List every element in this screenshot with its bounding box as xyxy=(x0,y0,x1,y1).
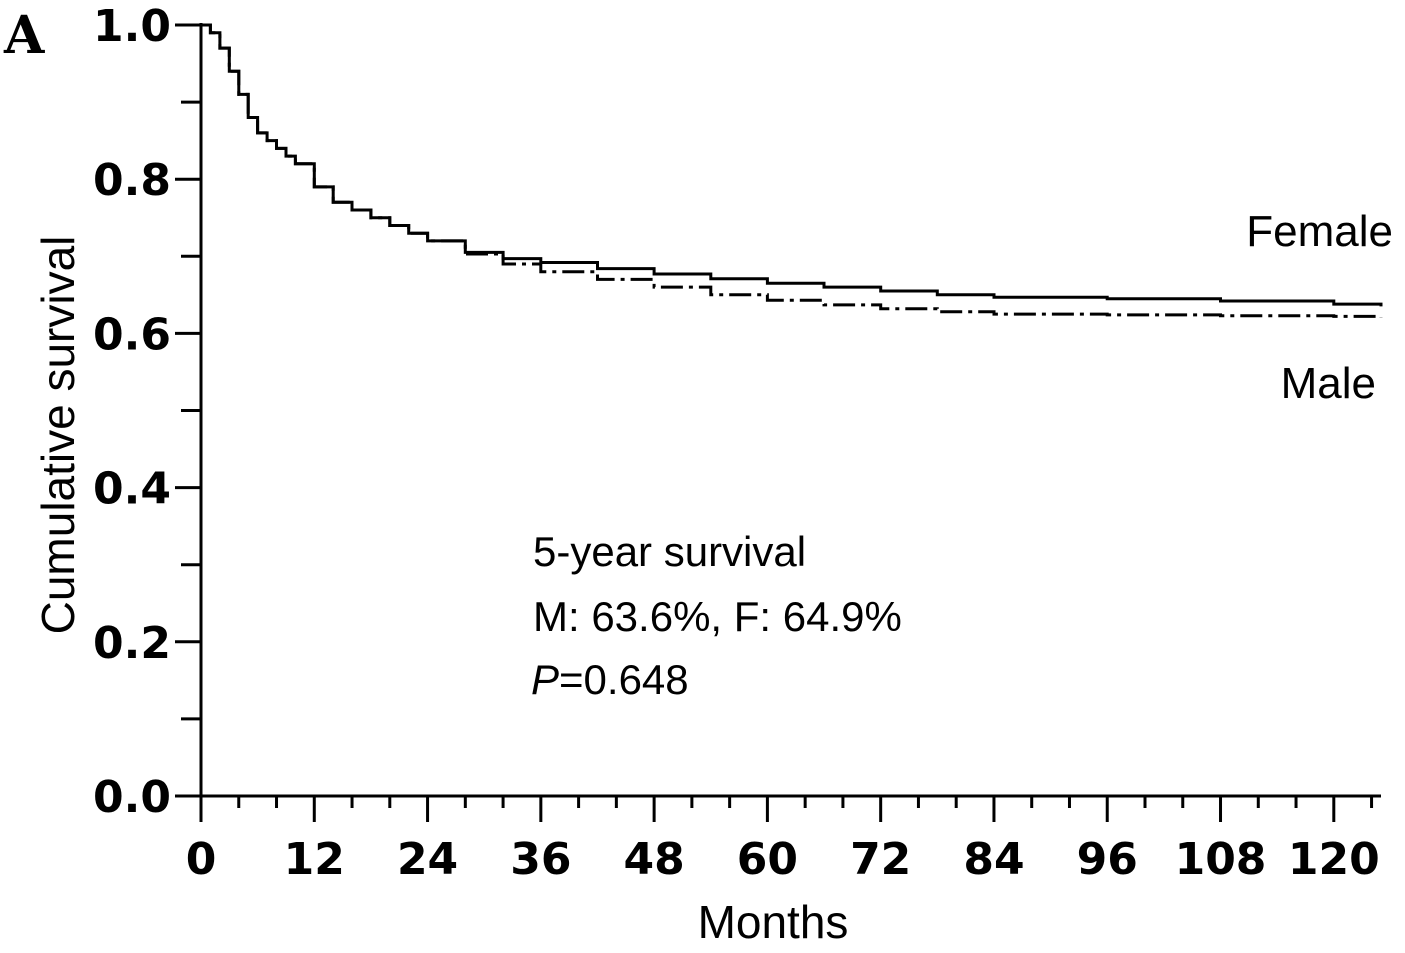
y-tick-label: 0.6 xyxy=(93,309,171,360)
x-tick-label: 12 xyxy=(284,834,345,885)
p-value-number: =0.648 xyxy=(559,656,689,703)
series-label-female: Female xyxy=(1246,207,1393,256)
y-tick-label: 0.2 xyxy=(93,618,171,669)
x-tick-label: 96 xyxy=(1077,834,1138,885)
annotation-p-value: P=0.648 xyxy=(531,656,689,703)
annotation-five-year-survival: 5-year survival xyxy=(533,528,806,575)
x-axis-ticks: 0 12 24 36 48 60 72 84 96 108 120 xyxy=(186,796,1380,885)
x-tick-label: 24 xyxy=(397,834,458,885)
y-tick-label: 0.0 xyxy=(93,772,171,823)
x-tick-label: 36 xyxy=(510,834,571,885)
survival-curve-male xyxy=(201,23,1383,318)
x-tick-label: 108 xyxy=(1175,834,1267,885)
y-tick-label: 1.0 xyxy=(93,1,171,52)
x-tick-label: 84 xyxy=(963,834,1024,885)
series-label-male: Male xyxy=(1281,359,1376,408)
y-axis-title: Cumulative survival xyxy=(32,236,84,635)
x-axis-title: Months xyxy=(698,896,849,948)
x-tick-label: 0 xyxy=(186,834,217,885)
y-tick-label: 0.4 xyxy=(93,464,171,515)
x-tick-label: 72 xyxy=(850,834,911,885)
x-tick-label: 60 xyxy=(737,834,798,885)
panel-label: A xyxy=(3,5,45,66)
survival-curves xyxy=(201,23,1383,318)
x-tick-label: 120 xyxy=(1288,834,1380,885)
y-axis-ticks: 0.0 0.2 0.4 0.6 0.8 1.0 xyxy=(93,1,201,823)
annotation-survival-rates: M: 63.6%, F: 64.9% xyxy=(533,593,902,640)
x-tick-label: 48 xyxy=(624,834,685,885)
survival-curve-female xyxy=(201,23,1383,307)
p-value-symbol: P xyxy=(531,656,559,703)
y-tick-label: 0.8 xyxy=(93,155,171,206)
axes xyxy=(199,23,1381,798)
